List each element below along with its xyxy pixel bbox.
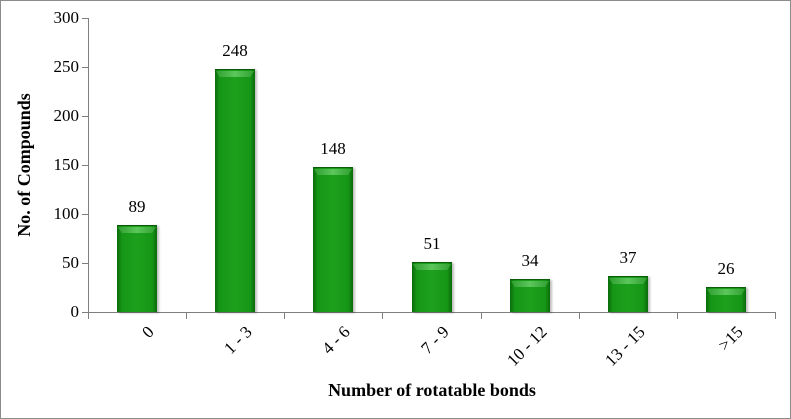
bar-value-label: 26 — [717, 259, 735, 278]
bar-top-bevel — [511, 281, 549, 287]
bar — [117, 225, 157, 312]
y-tick — [82, 214, 88, 215]
x-tick — [481, 313, 482, 319]
x-tick — [284, 313, 285, 319]
bar-value-label: 51 — [423, 234, 441, 253]
bar-top-bevel — [118, 227, 156, 233]
x-axis-line — [88, 312, 776, 313]
bar — [510, 279, 550, 312]
bar-value-label: 34 — [521, 251, 539, 270]
bar — [313, 167, 353, 312]
x-tick — [186, 313, 187, 319]
bar — [608, 276, 648, 312]
x-tick — [775, 313, 776, 319]
y-tick — [82, 263, 88, 264]
bar-value-label: 148 — [320, 139, 346, 158]
bar-value-label: 89 — [128, 197, 146, 216]
bar-value-label: 248 — [222, 41, 248, 60]
x-tick — [382, 313, 383, 319]
y-axis-title: No. of Compounds — [14, 93, 34, 237]
y-tick-label: 150 — [53, 155, 80, 174]
bar-top-bevel — [216, 71, 254, 77]
bar-top-bevel — [314, 169, 352, 175]
bar-value-label: 37 — [619, 248, 637, 267]
y-tick-label: 200 — [53, 106, 80, 125]
y-tick — [82, 116, 88, 117]
bar — [215, 69, 255, 312]
bar-top-bevel — [413, 264, 451, 270]
x-axis-title: Number of rotatable bonds — [328, 380, 536, 400]
bar-top-bevel — [707, 289, 745, 295]
x-tick — [579, 313, 580, 319]
bar — [706, 287, 746, 312]
y-tick-label: 50 — [62, 253, 79, 272]
x-tick — [677, 313, 678, 319]
y-tick — [82, 18, 88, 19]
x-category-label: 0 — [138, 322, 158, 342]
y-axis-crossing-tick — [88, 313, 89, 319]
y-tick-label: 0 — [70, 302, 80, 321]
bar-top-bevel — [609, 278, 647, 284]
y-tick-label: 300 — [53, 8, 80, 27]
bar — [412, 262, 452, 312]
y-tick — [82, 312, 88, 313]
y-tick — [82, 67, 88, 68]
y-tick — [82, 165, 88, 166]
y-tick-label: 250 — [53, 57, 80, 76]
y-axis-line — [88, 18, 89, 318]
y-tick-label: 100 — [53, 204, 80, 223]
